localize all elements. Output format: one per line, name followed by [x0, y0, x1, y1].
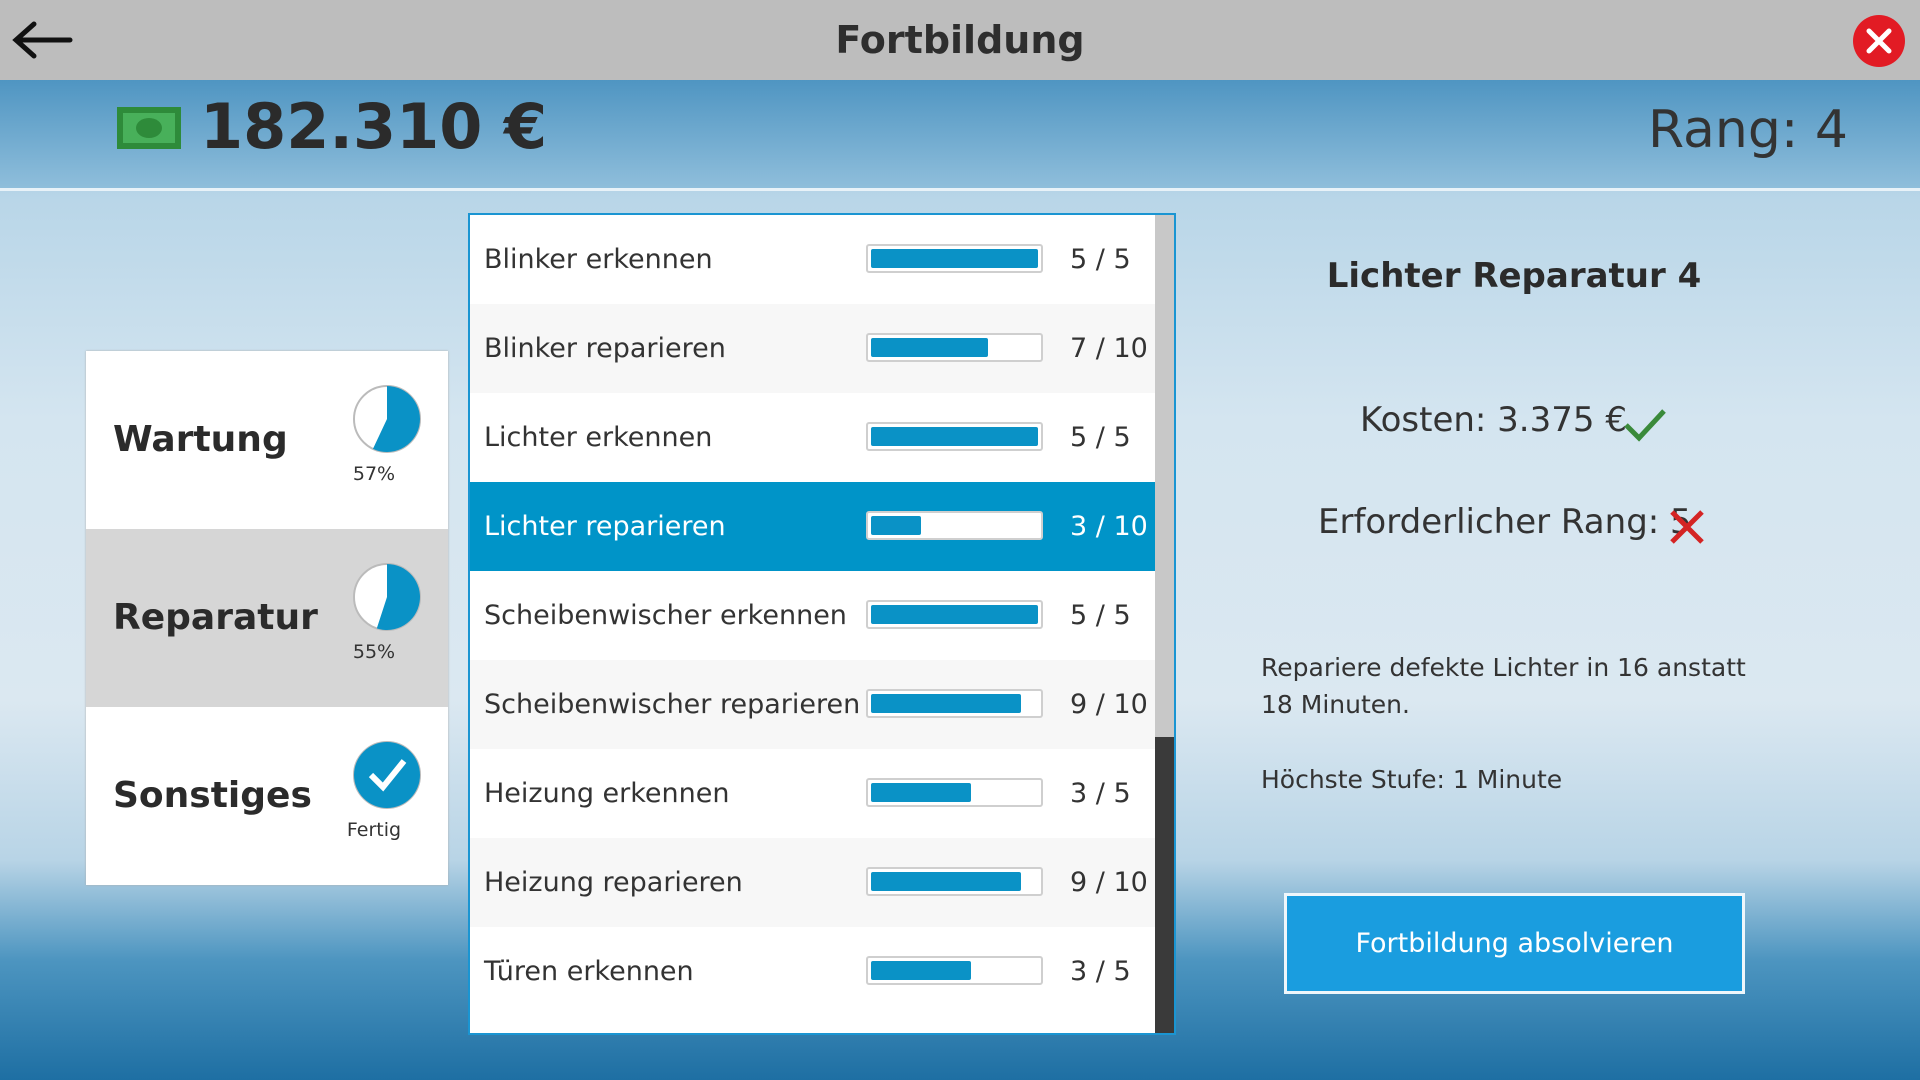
- skill-level: 3 / 10: [1070, 511, 1148, 542]
- progress-track: [866, 956, 1043, 985]
- skill-level: 5 / 5: [1070, 600, 1131, 631]
- category-progress: 55%: [352, 641, 396, 663]
- pie-slice: [376, 564, 420, 630]
- skill-level: 5 / 5: [1070, 422, 1131, 453]
- skill-row[interactable]: Scheibenwischer erkennen 5 / 5: [470, 571, 1156, 660]
- progress-track: [866, 422, 1043, 451]
- skill-row[interactable]: Türen erkennen 3 / 5: [470, 927, 1156, 1016]
- category-name: Wartung: [113, 419, 288, 460]
- progress-bar: [871, 427, 1038, 446]
- progress-track: [866, 333, 1043, 362]
- scroll-thumb[interactable]: [1155, 737, 1174, 1033]
- detail-title: Lichter Reparatur 4: [1326, 256, 1702, 296]
- progress-bar: [871, 961, 972, 980]
- train-button[interactable]: Fortbildung absolvieren: [1284, 893, 1745, 994]
- check-mark: [368, 759, 407, 792]
- category-name: Sonstiges: [113, 775, 312, 816]
- scrollbar[interactable]: [1155, 215, 1174, 1033]
- skill-name: Scheibenwischer erkennen: [484, 600, 847, 631]
- progress-track: [866, 778, 1043, 807]
- category-name: Reparatur: [113, 597, 318, 638]
- progress-bar: [871, 516, 922, 535]
- category-progress: Fertig: [346, 819, 402, 841]
- progress-bar: [871, 872, 1022, 891]
- skill-name: Blinker erkennen: [484, 244, 713, 275]
- title: Fortbildung: [835, 18, 1085, 62]
- skill-row[interactable]: Blinker erkennen 5 / 5: [470, 215, 1156, 304]
- progress-pie: [353, 385, 421, 453]
- required-rank: Erforderlicher Rang: 5: [1318, 502, 1692, 542]
- status-bar: [0, 80, 1920, 191]
- progress-bar: [871, 338, 988, 357]
- category-progress: 57%: [352, 463, 396, 485]
- close-button[interactable]: [1852, 14, 1906, 68]
- skill-name: Scheibenwischer reparieren: [484, 689, 861, 720]
- progress-bar: [871, 605, 1038, 624]
- skill-level: 7 / 10: [1070, 333, 1148, 364]
- skill-name: Lichter erkennen: [484, 422, 713, 453]
- progress-bar: [871, 694, 1022, 713]
- money-icon: [117, 107, 181, 149]
- progress-track: [866, 600, 1043, 629]
- skill-level: 9 / 10: [1070, 867, 1148, 898]
- header: [0, 0, 1920, 80]
- skill-name: Türen erkennen: [484, 956, 694, 987]
- skill-level: 3 / 5: [1070, 778, 1131, 809]
- category[interactable]: Sonstiges Fertig: [86, 707, 448, 885]
- progress-bar: [871, 783, 972, 802]
- skill-list: Blinker erkennen 5 / 5 Blinker reparieren 7…: [468, 213, 1176, 1035]
- check-icon: [1624, 409, 1666, 442]
- cost: Kosten: 3.375 €: [1360, 400, 1627, 440]
- progress-track: [866, 867, 1043, 896]
- progress-bar: [871, 249, 1038, 268]
- skill-name: Heizung erkennen: [484, 778, 730, 809]
- skill-name: Heizung reparieren: [484, 867, 743, 898]
- progress-track: [866, 244, 1043, 273]
- money: 182.310 €: [200, 90, 548, 163]
- back-button[interactable]: [10, 18, 74, 62]
- skill-name: Lichter reparieren: [484, 511, 726, 542]
- progress-pie: [353, 563, 421, 631]
- max-level: Höchste Stufe: 1 Minute: [1261, 765, 1563, 794]
- skill-row[interactable]: Lichter reparieren 3 / 10: [470, 482, 1156, 571]
- pie-slice: [354, 742, 420, 808]
- skill-level: 9 / 10: [1070, 689, 1148, 720]
- skill-row[interactable]: Lichter erkennen 5 / 5: [470, 393, 1156, 482]
- progress-track: [866, 689, 1043, 718]
- skill-row[interactable]: Scheibenwischer reparieren 9 / 10: [470, 660, 1156, 749]
- progress-track: [866, 511, 1043, 540]
- skill-row[interactable]: Heizung reparieren 9 / 10: [470, 838, 1156, 927]
- skill-row[interactable]: Heizung erkennen 3 / 5: [470, 749, 1156, 838]
- skill-name: Blinker reparieren: [484, 333, 726, 364]
- pie-slice: [372, 386, 420, 452]
- skill-row[interactable]: Blinker reparieren 7 / 10: [470, 304, 1156, 393]
- skill-level: 5 / 5: [1070, 244, 1131, 275]
- description: Repariere defekte Lichter in 16 anstatt …: [1261, 653, 1746, 719]
- category[interactable]: Reparatur 55%: [86, 529, 448, 707]
- progress-pie: [353, 741, 421, 809]
- category[interactable]: Wartung 57%: [86, 351, 448, 529]
- rank: Rang: 4: [1648, 100, 1848, 160]
- cross-icon: [1670, 510, 1704, 544]
- skill-level: 3 / 5: [1070, 956, 1131, 987]
- category-panel: Wartung 57% Reparatur 55% Sonstiges Fertig: [86, 351, 448, 885]
